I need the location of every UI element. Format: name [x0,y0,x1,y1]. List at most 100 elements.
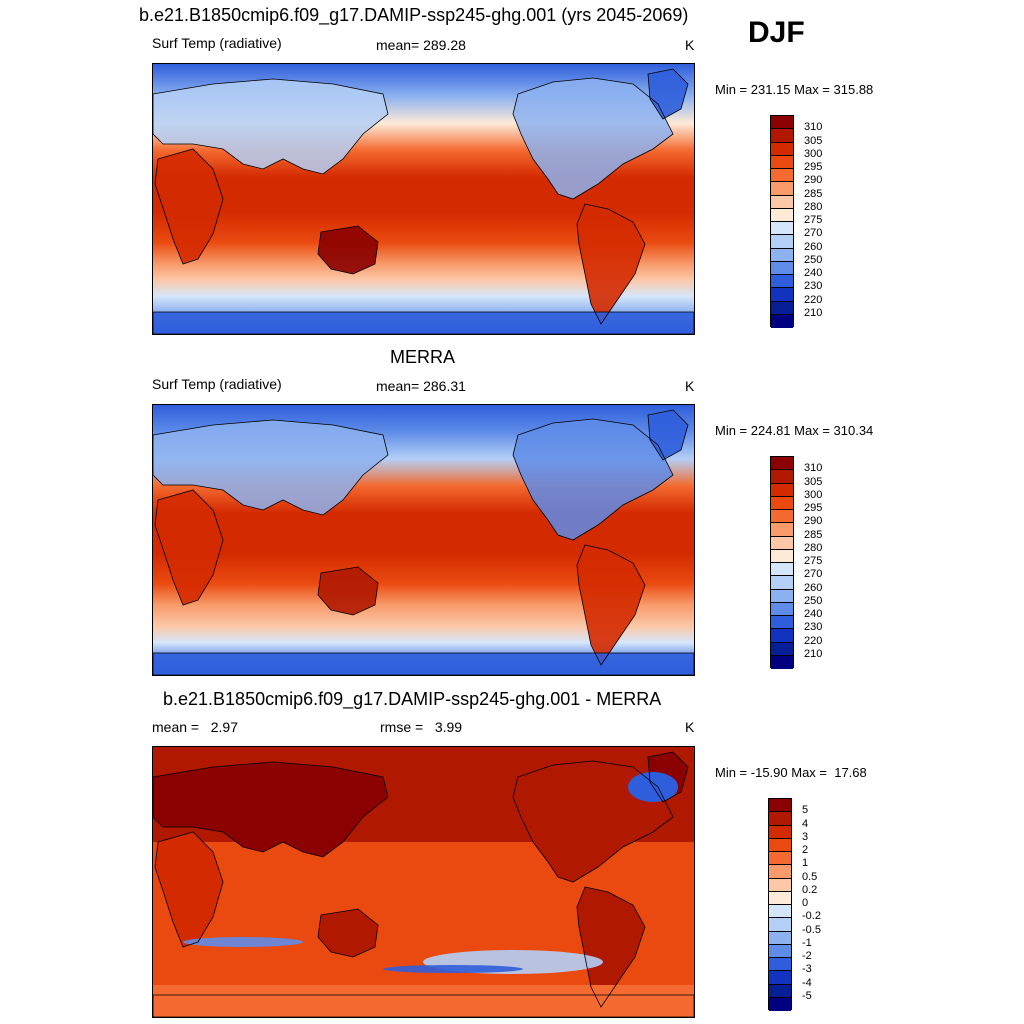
colorbar-tick-label: 310 [804,462,823,475]
panel-2-minmax: Min = 224.81 Max = 310.34 [715,423,874,438]
colorbar-swatch [769,891,791,905]
colorbar-swatch [769,865,791,879]
panel-1-colorbar: 310 305 300 295 290 285 280 275 270 260 250 240 230 2… [770,115,870,329]
colorbar-swatch [771,483,793,497]
colorbar-swatch [771,470,793,484]
colorbar-swatch [771,629,793,643]
colorbar-tick-label: 310 [804,121,823,134]
panel-1-minmax: Min = 231.15 Max = 315.88 [715,82,874,97]
colorbar-swatch [769,852,791,866]
panel-3-title: b.e21.B1850cmip6.f09_g17.DAMIP-ssp245-gh… [163,689,662,709]
colorbar-swatch [769,984,791,998]
colorbar-tick-label: 220 [804,634,823,647]
colorbar-swatch [771,195,793,209]
panel-2-units-label: K [685,378,695,394]
colorbar-tick-label: 270 [804,568,823,581]
colorbar-swatch [771,496,793,510]
colorbar-tick-label: 230 [804,621,823,634]
colorbar-swatch [771,208,793,222]
colorbar-swatch [771,563,793,577]
colorbar-swatch [771,589,793,603]
colorbar-tick-label: 300 [804,147,823,160]
colorbar-tick-label: 305 [804,134,823,147]
colorbar-swatch [769,931,791,945]
panel-2-mean-label: mean= 286.31 [376,378,466,394]
colorbar-swatch [769,799,791,813]
colorbar-tick-label: 285 [804,528,823,541]
colorbar-tick-label: -4 [802,976,812,989]
panel-2-variable-label: Surf Temp (radiative) [152,376,282,392]
colorbar-tick-label: -5 [802,989,812,1002]
colorbar-swatch [771,169,793,183]
panel-3-map-canvas [153,747,694,1017]
colorbar-tick-label: 0.5 [802,870,818,883]
colorbar-tick-label: -0.2 [802,910,821,923]
panel-2-title: MERRA [390,347,456,367]
colorbar-swatch [769,878,791,892]
panel-1-map [152,63,695,335]
colorbar-swatch [771,248,793,262]
colorbar-swatch [769,944,791,958]
colorbar-swatch [769,838,791,852]
colorbar-tick-label: 240 [804,267,823,279]
colorbar-swatch [771,457,793,471]
colorbar-swatch [771,642,793,656]
colorbar-tick-label: 305 [804,475,823,488]
colorbar-swatch [771,314,793,328]
colorbar-swatch [771,576,793,590]
colorbar-tick-label: 285 [804,187,823,200]
colorbar-swatch [771,235,793,249]
colorbar-tick-label: 230 [804,280,823,293]
panel-2-colorbar-swatches [770,456,794,669]
panel-3-rmse-label: rmse = 3.99 [380,719,463,735]
panel-3-minmax: Min = -15.90 Max = 17.68 [715,765,867,780]
panel-1-variable-label: Surf Temp (radiative) [152,35,282,51]
colorbar-tick-label: 270 [804,227,823,240]
colorbar-swatch [771,655,793,669]
colorbar-swatch [771,155,793,169]
panel-2-colorbar: 310 305 300 295 290 285 280 275 270 260 250 240 230 2… [770,456,870,670]
colorbar-swatch [771,182,793,196]
colorbar-swatch [771,261,793,275]
panel-3-map [152,746,695,1018]
colorbar-tick-label: 220 [804,293,823,306]
colorbar-tick-label: 3 [802,830,809,843]
colorbar-swatch [771,275,793,289]
colorbar-tick-label: -0.5 [802,923,821,936]
colorbar-tick-label: 275 [804,555,823,567]
colorbar-tick-label: 240 [804,608,823,620]
colorbar-swatch [771,616,793,630]
colorbar-swatch [769,997,791,1011]
panel-1-units-label: K [685,37,695,53]
colorbar-tick-label: 0 [802,897,809,909]
colorbar-tick-label: 260 [804,581,823,594]
panel-2-map [152,404,695,676]
colorbar-tick-label: 2 [802,844,809,856]
colorbar-swatch [771,536,793,550]
colorbar-tick-label: 275 [804,214,823,226]
colorbar-tick-label: 260 [804,240,823,253]
colorbar-swatch [771,222,793,236]
colorbar-tick-label: 280 [804,200,823,213]
panel-1-map-canvas [153,64,694,334]
colorbar-swatch [771,301,793,315]
colorbar-tick-label: -1 [802,936,812,949]
colorbar-tick-label: 280 [804,541,823,554]
colorbar-tick-label: 5 [802,804,809,817]
colorbar-swatch [771,510,793,524]
colorbar-swatch [769,825,791,839]
colorbar-swatch [771,602,793,616]
colorbar-swatch [771,549,793,563]
season-label: DJF [748,16,805,49]
colorbar-tick-label: 295 [804,502,823,514]
colorbar-swatch [771,116,793,130]
colorbar-swatch [771,129,793,143]
colorbar-tick-label: -3 [802,963,812,976]
colorbar-swatch [771,523,793,537]
colorbar-tick-label: 210 [804,306,823,319]
panel-3-mean-label: mean = 2.97 [152,719,239,735]
colorbar-tick-label: 290 [804,515,823,528]
colorbar-swatch [769,918,791,932]
colorbar-swatch [769,905,791,919]
colorbar-tick-label: 0.2 [802,883,818,896]
